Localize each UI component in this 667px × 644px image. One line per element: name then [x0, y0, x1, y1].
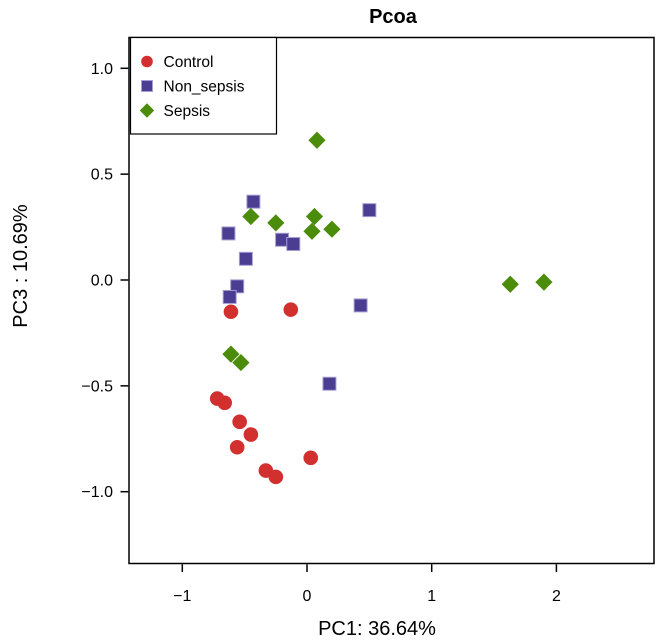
data-points-layer: [209, 131, 553, 485]
data-point-control: [232, 414, 247, 430]
legend-box: [129, 36, 278, 135]
x-axis-label: PC1: 36.64%: [318, 618, 436, 640]
data-point-non_sepsis: [286, 237, 301, 252]
data-point-non_sepsis: [238, 251, 253, 266]
data-point-non_sepsis: [322, 376, 337, 391]
y-tick-label: −1.0: [81, 484, 113, 501]
data-point-non_sepsis: [222, 289, 237, 304]
axis-ticks-layer: −1 0 1 2 −1.0 −0.5 0.0 0.5 1.0: [81, 61, 561, 605]
data-point-sepsis: [303, 222, 321, 240]
y-tick-label: −0.5: [81, 378, 113, 395]
data-point-non_sepsis: [230, 279, 245, 294]
x-tick-label: 0: [303, 588, 312, 605]
legend-item-label: Control: [164, 54, 214, 71]
data-point-non_sepsis: [246, 194, 261, 209]
chart-title: Pcoa: [369, 6, 418, 28]
data-point-control: [268, 469, 284, 485]
data-point-control: [223, 304, 239, 320]
data-point-sepsis: [222, 345, 240, 363]
data-point-control: [243, 427, 259, 442]
data-point-non_sepsis: [353, 298, 368, 313]
data-point-sepsis: [535, 273, 553, 291]
y-tick-label: 0.5: [91, 167, 113, 184]
legend-marker-square-icon: [141, 80, 153, 92]
x-tick-label: −1: [173, 588, 191, 605]
data-point-sepsis: [242, 207, 260, 226]
legend-item-label: Sepsis: [164, 103, 211, 120]
data-point-non_sepsis: [362, 203, 377, 218]
data-point-control: [217, 395, 232, 411]
data-point-sepsis: [323, 220, 341, 238]
data-point-control: [303, 450, 319, 466]
legend-item-label: Non_sepsis: [164, 79, 245, 96]
legend: Control Non_sepsis Sepsis: [129, 36, 278, 135]
data-point-sepsis: [267, 214, 285, 232]
data-point-sepsis: [305, 207, 324, 226]
plot-area-border: [128, 36, 655, 565]
legend-marker-circle-icon: [141, 55, 153, 68]
data-point-sepsis: [232, 353, 250, 372]
data-point-control: [229, 439, 245, 455]
x-tick-label: 2: [552, 588, 561, 605]
data-point-sepsis: [501, 275, 519, 293]
data-point-control: [283, 302, 299, 317]
x-tick-label: 1: [427, 588, 436, 605]
data-point-sepsis: [308, 131, 326, 149]
y-tick-label: 0.0: [91, 273, 113, 290]
data-point-non_sepsis: [221, 226, 236, 241]
legend-marker-diamond-icon: [139, 103, 155, 118]
y-axis-label: PC3 : 10.69%: [10, 204, 32, 328]
y-tick-label: 1.0: [91, 61, 113, 78]
